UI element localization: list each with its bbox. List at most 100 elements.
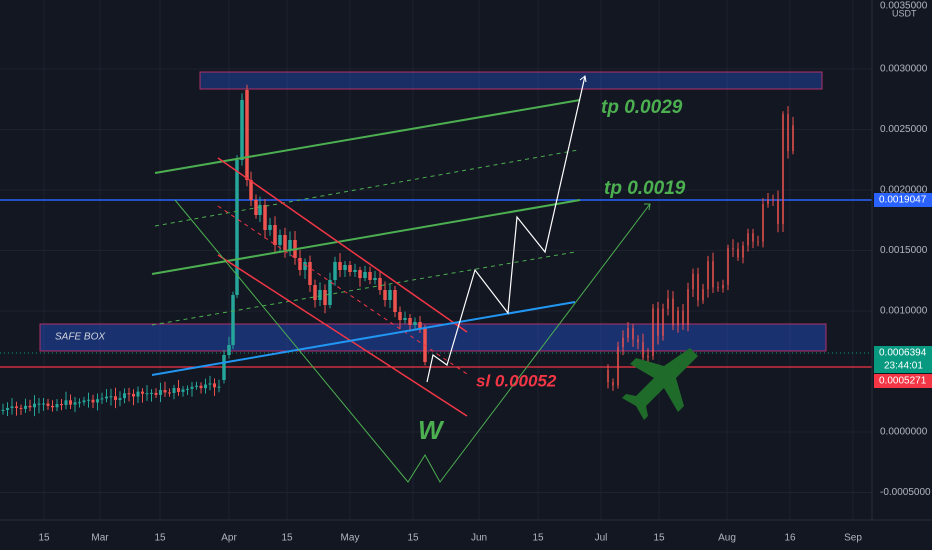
candle-body xyxy=(10,406,14,408)
time-label: 15 xyxy=(154,533,166,544)
candle-body xyxy=(96,399,99,403)
candle-body xyxy=(254,200,258,215)
candle-body xyxy=(672,298,674,326)
candle-body xyxy=(132,393,135,397)
down-channel-mid xyxy=(217,205,468,375)
tp-low-label: tp 0.0019 xyxy=(604,178,686,199)
candle-body xyxy=(28,405,32,408)
candle-body xyxy=(127,393,131,395)
candle-body xyxy=(91,399,95,403)
arrow-head xyxy=(644,203,651,211)
time-label: 15 xyxy=(653,533,665,544)
candle-body xyxy=(707,261,709,290)
arrow-head xyxy=(579,75,587,83)
candle-body xyxy=(398,312,402,320)
time-label: May xyxy=(341,533,360,544)
candle-body xyxy=(318,290,322,300)
candle-body xyxy=(617,347,619,386)
candle-body xyxy=(231,295,235,345)
candle-body xyxy=(64,400,68,405)
time-label: 16 xyxy=(784,533,796,544)
candle-body xyxy=(622,337,624,348)
candle-body xyxy=(767,199,769,205)
candle-body xyxy=(159,389,162,395)
candle-body xyxy=(358,270,362,278)
candle-body xyxy=(727,248,729,285)
price-label: 0.0015000 xyxy=(880,245,928,256)
candle-body xyxy=(100,398,104,400)
price-label: 0.0020000 xyxy=(880,185,928,196)
w-pattern xyxy=(174,199,651,483)
candle-body xyxy=(235,160,239,295)
candle-body xyxy=(388,290,392,300)
candle-body xyxy=(772,199,774,201)
candle-body xyxy=(105,396,108,399)
candle-body xyxy=(378,278,382,290)
candle-body xyxy=(338,262,342,270)
candle-body xyxy=(168,392,171,394)
candle-body xyxy=(118,398,122,400)
candle-body xyxy=(333,262,337,280)
time-label: 15 xyxy=(532,533,544,544)
candle-body xyxy=(747,233,749,246)
candle-body xyxy=(213,383,216,388)
time-label: 15 xyxy=(281,533,293,544)
candle-body xyxy=(177,387,180,392)
candle-body xyxy=(190,386,194,389)
candle-body xyxy=(227,345,231,355)
candle-body xyxy=(777,199,779,224)
candle-body xyxy=(413,322,417,325)
candle-body xyxy=(662,308,664,336)
pattern-label: W xyxy=(418,415,445,445)
candle-body xyxy=(692,273,694,290)
candle-body xyxy=(343,265,347,270)
candle-body xyxy=(383,290,387,300)
price-label: -0.0005000 xyxy=(880,487,931,498)
candle-body xyxy=(697,273,699,301)
candle-body xyxy=(109,396,113,398)
candle-body xyxy=(73,402,77,405)
candle-body xyxy=(6,407,9,410)
candle-body xyxy=(87,399,90,401)
candle-body xyxy=(667,298,669,309)
candle-body xyxy=(33,403,36,408)
price-label: 0.0030000 xyxy=(880,64,928,75)
sl-tag-label: 0.0005271 xyxy=(879,376,927,387)
candle-body xyxy=(752,233,754,242)
candle-body xyxy=(373,278,377,280)
candle-body xyxy=(298,258,302,270)
candle-body xyxy=(323,290,327,305)
candle-body xyxy=(249,180,253,200)
drawings xyxy=(151,75,651,483)
candle-body xyxy=(353,270,357,272)
candle-body xyxy=(393,290,397,312)
target-box xyxy=(199,71,823,90)
candle-body xyxy=(612,382,614,386)
candle-body xyxy=(1,409,5,411)
tp-tag xyxy=(874,193,932,207)
candle-body xyxy=(15,406,18,408)
candle-body xyxy=(150,392,153,394)
candle-body xyxy=(283,235,287,250)
candle-body xyxy=(363,272,367,278)
sl-tag xyxy=(874,374,932,388)
candle-body xyxy=(712,261,714,288)
candle-body xyxy=(154,392,158,395)
candle-body xyxy=(632,328,634,340)
tp-high-label: tp 0.0029 xyxy=(601,97,683,118)
candle-body xyxy=(637,339,639,343)
candle-body xyxy=(78,402,81,404)
candle-body xyxy=(702,289,704,301)
countdown-label: 23:44:01 xyxy=(884,361,923,372)
candle-body xyxy=(368,272,372,280)
candle-body xyxy=(687,289,689,325)
candle-body xyxy=(682,310,684,325)
candle-body xyxy=(245,90,249,180)
candle-body xyxy=(647,355,649,358)
time-label: Sep xyxy=(844,533,862,544)
price-labels: 0.0030000 0.0025000 0.0020000 0.0015000 0.00… xyxy=(880,64,931,499)
candle-body xyxy=(42,403,45,405)
candle-body xyxy=(757,241,759,243)
candle-body xyxy=(145,393,149,395)
